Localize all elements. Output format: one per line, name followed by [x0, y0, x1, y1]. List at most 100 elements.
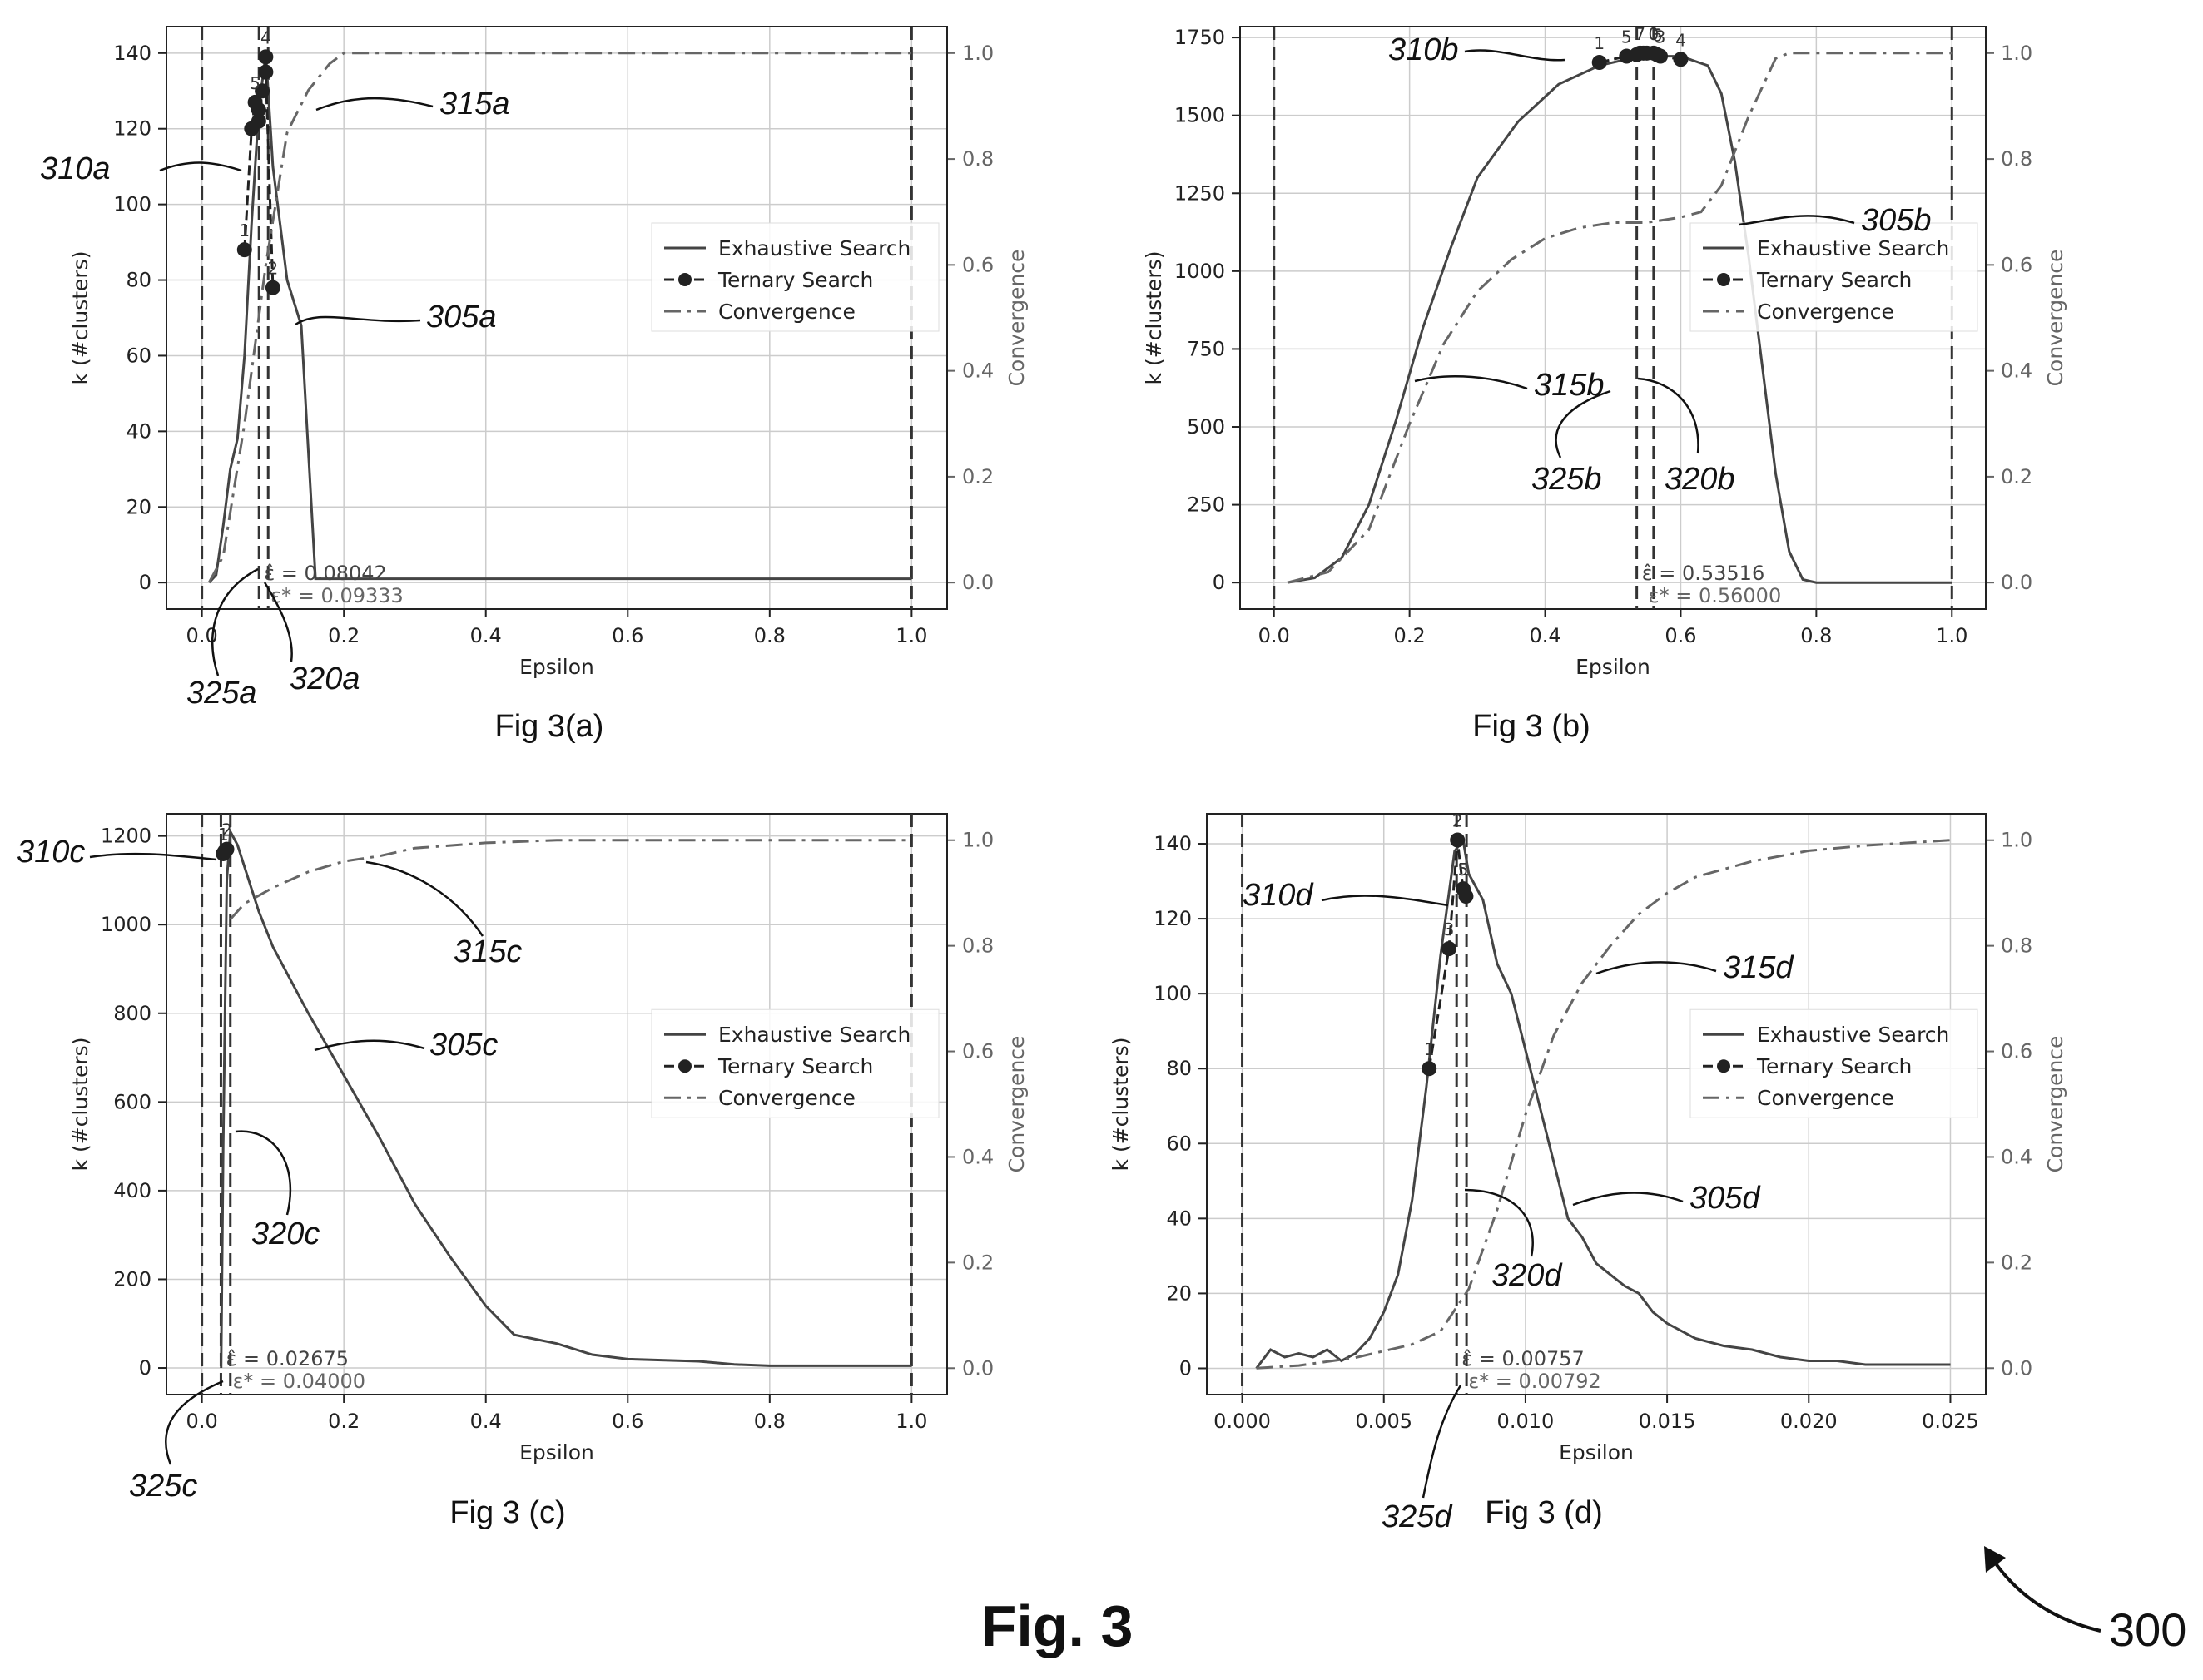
- callout-label: 325d: [1382, 1499, 1453, 1534]
- legend-box: [651, 1008, 940, 1118]
- y2-tick-label: 1.0: [962, 829, 994, 852]
- figure-reference-number: 300: [2109, 1603, 2186, 1656]
- callout-label: 305b: [1861, 203, 1932, 238]
- plot-frame: [166, 26, 948, 610]
- y-tick-label: 1750: [1174, 26, 1225, 49]
- y-tick-label: 800: [113, 1002, 151, 1025]
- y2-tick-label: 0.0: [2001, 571, 2032, 594]
- panel-caption: Fig 3 (c): [449, 1495, 565, 1530]
- plot-frame: [166, 813, 948, 1395]
- plot-frame: [1206, 813, 1987, 1395]
- x-axis-label: Epsilon: [519, 1440, 594, 1464]
- y-tick-label: 20: [126, 495, 151, 518]
- legend-entry: Convergence: [1757, 1086, 1894, 1110]
- y-tick-label: 80: [1166, 1057, 1192, 1080]
- ternary-search-point: [251, 113, 266, 129]
- ternary-search-point: [236, 242, 252, 258]
- ternary-search-point: [258, 49, 274, 65]
- epsilon-hat-annotation: ε̂ = 0.02675: [226, 1347, 349, 1370]
- ternary-point-label: 2: [221, 820, 232, 840]
- y-tick-label: 0: [139, 1356, 151, 1380]
- legend-swatch-marker: [1717, 1059, 1730, 1073]
- series-line-convergence: [1287, 52, 1952, 584]
- y2-tick-label: 0.6: [2001, 253, 2032, 276]
- y2-tick-label: 0.0: [962, 571, 994, 594]
- ternary-point-label: 3: [1655, 27, 1666, 47]
- y-tick-label: 1500: [1174, 104, 1225, 127]
- y2-tick-label: 0.4: [962, 1145, 994, 1168]
- callout-leader-b-ternary: [1464, 49, 1565, 62]
- ternary-search-point: [258, 64, 274, 80]
- series-line-convergence: [207, 52, 912, 583]
- callout-label: 320b: [1665, 462, 1735, 497]
- y-tick-label: 1200: [101, 825, 151, 848]
- y-tick-label: 40: [126, 419, 151, 443]
- callout-leader-a-eps_hat: [211, 567, 259, 676]
- y-tick-label: 750: [1187, 337, 1225, 360]
- ternary-point-label: 6: [1652, 26, 1663, 46]
- callout-leader-d-ternary: [1321, 895, 1449, 907]
- callout-leader-a-ternary: [159, 161, 242, 172]
- x-tick-label: 0.005: [1355, 1410, 1412, 1433]
- callout-label: 315a: [439, 87, 510, 121]
- legend-box: [1689, 222, 1978, 332]
- x-tick-label: 0.2: [1394, 624, 1426, 647]
- callout-leader-b-convergence: [1414, 374, 1528, 390]
- y2-tick-label: 0.2: [962, 465, 994, 488]
- ternary-search-point: [1673, 52, 1689, 67]
- legend-entry: Convergence: [1757, 300, 1894, 324]
- ternary-search-point: [1591, 55, 1607, 71]
- x-tick-label: 0.015: [1639, 1410, 1696, 1433]
- figure-reference-arrow: [1992, 1559, 2101, 1633]
- y2-tick-label: 0.8: [2001, 147, 2032, 171]
- y2-tick-label: 0.4: [962, 359, 994, 383]
- y-tick-label: 1000: [1174, 260, 1225, 283]
- y-axis-label: k (#clusters): [68, 1038, 92, 1172]
- y-tick-label: 0: [1213, 571, 1225, 594]
- ternary-point-label: 3: [1444, 919, 1455, 939]
- ternary-point-label: 4: [260, 27, 271, 47]
- y2-tick-label: 1.0: [962, 42, 994, 65]
- x-axis-label: Epsilon: [1575, 655, 1650, 679]
- y2-tick-label: 0.6: [962, 253, 994, 276]
- y-axis-label: k (#clusters): [1109, 1038, 1133, 1172]
- x-tick-label: 0.010: [1497, 1410, 1555, 1433]
- callout-leader-b-eps_hat: [1555, 389, 1611, 458]
- panel-caption: Fig 3 (d): [1485, 1495, 1602, 1530]
- callout-label: 325b: [1531, 462, 1602, 497]
- callout-label: 320d: [1491, 1258, 1563, 1293]
- x-tick-label: 1.0: [896, 624, 927, 647]
- callout-leader-c-exhaustive: [314, 1039, 425, 1052]
- y2-axis-label: Convergence: [2043, 250, 2067, 387]
- callout-leader-d-eps_hat: [1422, 1385, 1462, 1499]
- x-tick-label: 0.6: [612, 624, 643, 647]
- ternary-point-label: 5: [1621, 27, 1632, 47]
- ternary-search-point: [247, 94, 263, 110]
- ternary-point-label: 2: [1452, 811, 1463, 831]
- callout-leader-a-eps_star: [263, 582, 293, 662]
- y2-tick-label: 0.0: [962, 1356, 994, 1380]
- y2-tick-label: 1.0: [2001, 42, 2032, 65]
- callout-label: 325c: [129, 1469, 197, 1504]
- epsilon-hat-annotation: ε̂ = 0.08042: [264, 562, 387, 585]
- x-tick-label: 0.025: [1922, 1410, 1979, 1433]
- callout-leader-b-eps_star: [1637, 377, 1699, 454]
- callout-leader-a-convergence: [315, 97, 434, 112]
- callout-label: 310c: [17, 835, 85, 870]
- x-tick-label: 0.4: [1529, 624, 1560, 647]
- ternary-search-point: [1635, 45, 1651, 61]
- ternary-search-point: [1450, 832, 1466, 848]
- y-tick-label: 0: [139, 571, 151, 594]
- epsilon-hat-annotation: ε̂ = 0.53516: [1642, 562, 1765, 585]
- x-tick-label: 0.000: [1213, 1410, 1271, 1433]
- chart-panel-b: 0.0 0.2 0.4 0.6 0.8 1.00250500750100012501500…: [1142, 24, 2067, 744]
- legend-entry: Exhaustive Search: [718, 236, 910, 260]
- y-tick-label: 100: [113, 193, 151, 216]
- chart-panel-c: 0.0 0.2 0.4 0.6 0.8 1.0 0 200 400 600 800 1000 1200 0…: [68, 813, 1029, 1530]
- ternary-point-label: 2: [268, 259, 279, 279]
- y2-axis-label: Convergence: [1005, 250, 1029, 387]
- ternary-point-label: 1: [239, 221, 250, 240]
- ternary-point-label: 1: [1594, 33, 1605, 53]
- y2-tick-label: 0.6: [2001, 1040, 2032, 1063]
